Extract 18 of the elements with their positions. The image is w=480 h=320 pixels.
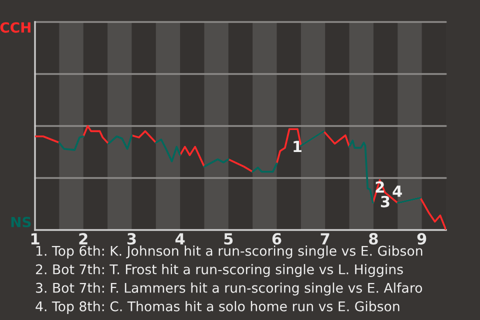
x-tick-label: 7 [320, 233, 330, 244]
text: CCH [0, 22, 30, 33]
x-tick-label: 6 [272, 233, 282, 245]
x-tick-label: 3 [127, 233, 136, 245]
annotation: 4 [392, 186, 402, 197]
text: 3. Bot 7th: F. Lammers hit a run-scoring single vs E. Alfaro [36, 282, 422, 296]
x-tick-label: 5 [224, 233, 233, 245]
annotation: 1 [294, 140, 302, 152]
text: NS [11, 216, 31, 228]
x-tick-label: 8 [369, 233, 378, 245]
text: 1. Top 6th: K. Johnson hit a run-scoring single vs E. Gibson [36, 246, 422, 258]
annotation: 3 [380, 196, 390, 208]
x-tick-label: 2 [79, 233, 88, 244]
text: 2. Bot 7th: T. Frost hit a run-scoring single vs L. Higgins [36, 264, 403, 277]
x-tick-label: 1 [31, 233, 40, 244]
text: 4. Top 8th: C. Thomas hit a solo home run vs E. Gibson [36, 301, 400, 314]
x-tick-label: 9 [417, 233, 426, 245]
x-tick-label: 4 [175, 233, 185, 244]
